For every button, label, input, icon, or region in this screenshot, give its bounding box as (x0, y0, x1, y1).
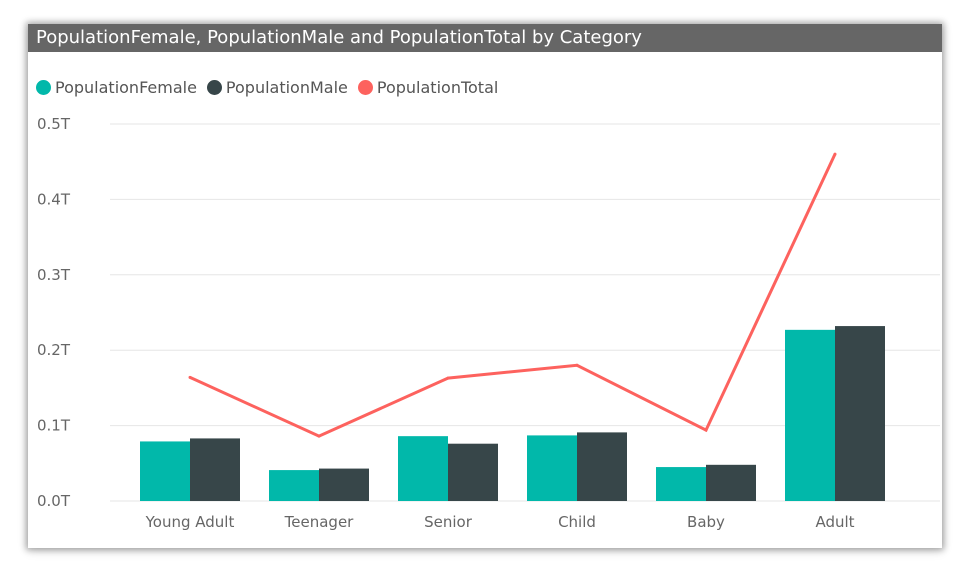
bar-populationfemale-4 (656, 467, 706, 501)
line-point-2 (446, 376, 450, 380)
bar-populationfemale-2 (398, 436, 448, 501)
y-tick-label: 0.3T (37, 266, 71, 284)
line-populationtotal (189, 153, 837, 438)
legend-dot-total (357, 79, 373, 95)
bar-populationmale-3 (577, 432, 627, 501)
y-tick-label: 0.2T (37, 341, 71, 359)
chart-title: PopulationFemale, PopulationMale and Pop… (28, 24, 942, 52)
y-tick-label: 0.4T (37, 190, 71, 208)
legend-item-population-male[interactable]: PopulationMale (206, 77, 348, 97)
legend-item-population-female[interactable]: PopulationFemale (36, 78, 197, 97)
legend-dot-male (206, 79, 222, 95)
legend-item-population-total[interactable]: PopulationTotal (357, 77, 499, 97)
bar-populationmale-5 (835, 326, 885, 501)
bar-populationmale-4 (706, 464, 756, 501)
line-point-3 (575, 363, 579, 367)
x-tick-label: Baby (687, 513, 725, 531)
y-tick-label: 0.5T (37, 115, 71, 133)
x-tick-label: Senior (424, 513, 473, 531)
bar-populationfemale-0 (140, 441, 190, 501)
chart-plot: 0.0T 0.1T 0.2T 0.3T 0.4T 0.5T Young Adult Teena… (37, 115, 940, 531)
bar-populationfemale-3 (527, 435, 577, 501)
x-tick-label: Teenager (284, 513, 355, 531)
line-point-4 (704, 428, 708, 432)
y-tick-label: 0.0T (37, 492, 71, 510)
line-point-0 (188, 375, 192, 379)
legend-dot-female (36, 79, 51, 95)
bar-populationfemale-1 (269, 470, 319, 501)
bar-populationmale-1 (319, 468, 369, 501)
legend-label-male: PopulationMale (225, 77, 348, 97)
chart-visual[interactable]: PopulationFemale, PopulationMale and Pop… (28, 24, 942, 548)
x-tick-label: Child (558, 513, 596, 531)
x-tick-label: Adult (815, 513, 854, 531)
line-point-1 (317, 434, 321, 438)
bar-populationmale-2 (448, 443, 498, 501)
bar-populationfemale-5 (785, 329, 835, 501)
chart-legend: PopulationFemale PopulationMale Populati… (36, 76, 508, 98)
y-tick-label: 0.1T (37, 417, 71, 435)
legend-label-total: PopulationTotal (376, 77, 499, 97)
bar-populationmale-0 (190, 438, 240, 501)
line-point-5 (833, 152, 837, 156)
legend-label-female: PopulationFemale (55, 77, 197, 97)
x-tick-label: Young Adult (145, 513, 235, 531)
